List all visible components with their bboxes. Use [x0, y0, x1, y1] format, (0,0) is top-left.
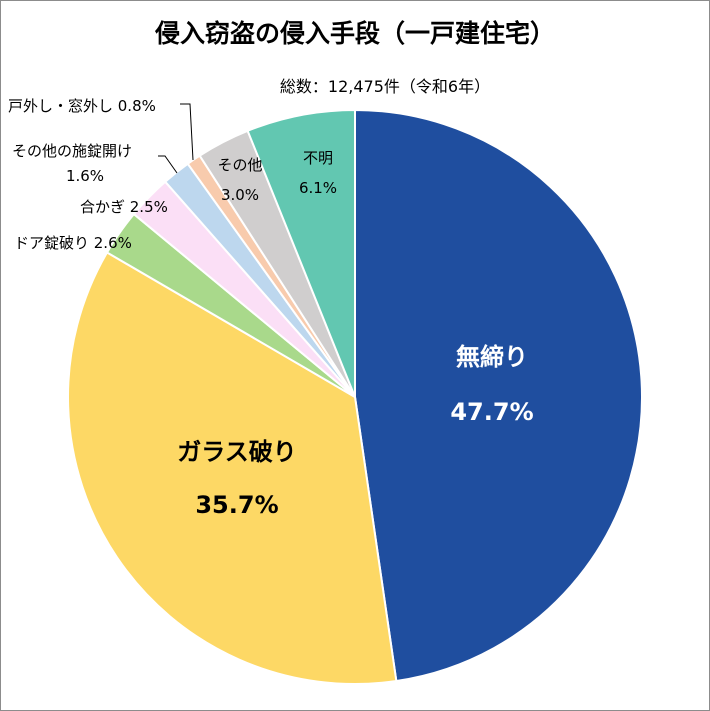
value-label-4: 1.6%: [66, 167, 104, 185]
data-label-2: ドア錠破り 2.6%: [14, 234, 132, 252]
data-label-5: 戸外し・窓外し 0.8%: [8, 97, 156, 115]
data-label-3: 合かぎ 2.5%: [80, 198, 168, 216]
category-label-0: 無締り: [456, 343, 528, 371]
chart-title: 侵入窃盗の侵入手段（一戸建住宅）: [154, 19, 555, 48]
chart-subtitle: 総数：12,475件（令和6年）: [280, 77, 490, 96]
category-label-4: その他の施錠開け: [12, 142, 132, 160]
value-label-7: 6.1%: [299, 179, 337, 197]
category-label-6: その他: [217, 156, 262, 174]
category-label-7: 不明: [303, 149, 333, 167]
pie-slice-0: [354, 108, 643, 683]
value-label-0: 47.7%: [450, 398, 533, 426]
pie-slice-1: [67, 251, 398, 685]
value-label-1: 35.7%: [195, 491, 278, 519]
category-label-1: ガラス破り: [177, 438, 297, 466]
leader-line-0.8: [180, 103, 194, 161]
pie-slice-7: [246, 108, 356, 398]
value-label-6: 3.0%: [221, 186, 259, 204]
leader-line-1.6: [158, 155, 178, 174]
